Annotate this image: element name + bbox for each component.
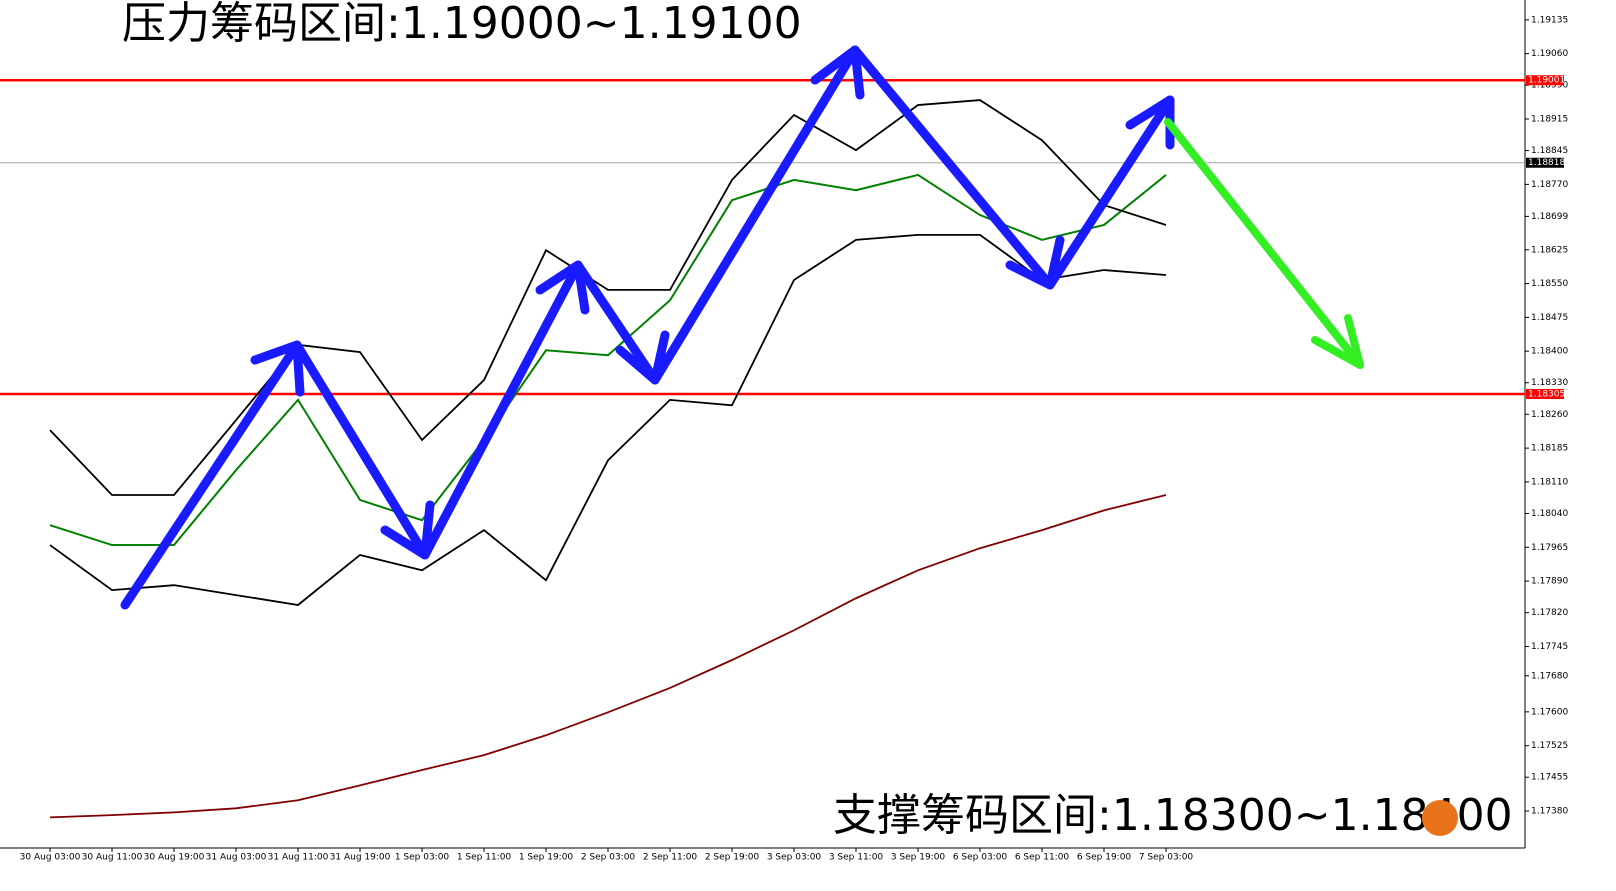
series-line [49,99,1167,496]
y-tick-label: 1.17525 [1531,741,1568,751]
x-tick-label: 30 Aug 19:00 [144,853,205,863]
y-tick-label: 1.17455 [1531,773,1568,783]
x-tick-label: 6 Sep 19:00 [1077,853,1132,863]
y-tick-label: 1.17890 [1531,577,1568,587]
x-tick-label: 1 Sep 03:00 [395,853,450,863]
chart-subtitle: 支撑筹码区间:1.18300~1.18400 [833,790,1513,841]
y-tick-label: 1.18110 [1531,477,1568,487]
x-tick-label: 6 Sep 03:00 [953,853,1008,863]
level-label: 1.18305 [1528,390,1565,400]
arrowhead [250,340,305,397]
y-tick-label: 1.18625 [1531,245,1568,255]
watermark-logo [1422,800,1458,836]
y-tick-label: 1.18990 [1531,81,1568,91]
arrowhead [615,330,670,385]
y-tick-label: 1.18400 [1531,347,1568,357]
green-arrow [1164,118,1364,369]
y-tick-label: 1.19135 [1531,15,1568,25]
y-tick-label: 1.18550 [1531,279,1568,289]
x-tick-label: 6 Sep 11:00 [1015,853,1070,863]
y-tick-label: 1.17745 [1531,642,1568,652]
x-tick-label: 30 Aug 11:00 [82,853,143,863]
x-tick-label: 1 Sep 11:00 [457,853,512,863]
y-tick-label: 1.18040 [1531,509,1568,519]
level-label-box [1526,157,1564,168]
chart-title: 压力筹码区间:1.19000~1.19100 [122,0,802,49]
y-tick-label: 1.18915 [1531,115,1568,125]
blue-zigzag [120,45,1175,610]
series-line [49,494,1167,819]
x-tick-label: 3 Sep 19:00 [891,853,946,863]
x-tick-label: 31 Aug 03:00 [206,853,267,863]
x-tick-label: 31 Aug 19:00 [330,853,391,863]
x-tick-label: 30 Aug 03:00 [20,853,81,863]
y-tick-label: 1.18770 [1531,180,1568,190]
arrowhead [1311,314,1364,369]
y-tick-label: 1.17820 [1531,608,1568,618]
x-tick-label: 2 Sep 19:00 [705,853,760,863]
series-line [49,173,1167,547]
x-tick-label: 2 Sep 03:00 [581,853,636,863]
x-tick-label: 3 Sep 11:00 [829,853,884,863]
x-tick-label: 1 Sep 19:00 [519,853,574,863]
level-label-box [1526,389,1564,400]
y-tick-label: 1.18699 [1531,212,1568,222]
y-tick-label: 1.18475 [1531,313,1568,323]
arrowhead [380,500,435,560]
y-tick-label: 1.17600 [1531,707,1568,717]
arrowhead [810,45,865,100]
x-tick-label: 7 Sep 03:00 [1139,853,1194,863]
y-tick-label: 1.17680 [1531,671,1568,681]
level-label: 1.18818 [1528,158,1565,168]
arrowhead [535,260,590,315]
y-tick-label: 1.18185 [1531,444,1568,454]
arrowhead [1005,235,1065,290]
y-tick-label: 1.18330 [1531,378,1568,388]
x-tick-label: 3 Sep 03:00 [767,853,822,863]
trend-arrows [120,45,1364,610]
y-tick-label: 1.18845 [1531,146,1568,156]
plot: 1.19135 1.19060 1.18990 1.18915 1.18845 1.187… [0,15,1568,863]
x-tick-label: 2 Sep 11:00 [643,853,698,863]
y-tick-label: 1.17380 [1531,807,1568,817]
y-tick-label: 1.19060 [1531,49,1568,59]
y-tick-label: 1.17965 [1531,543,1568,553]
y-tick-label: 1.18260 [1531,410,1568,420]
x-tick-label: 31 Aug 11:00 [268,853,329,863]
level-label: 1.19001 [1528,76,1565,86]
level-label-box [1526,75,1564,86]
series-line [49,233,1167,606]
